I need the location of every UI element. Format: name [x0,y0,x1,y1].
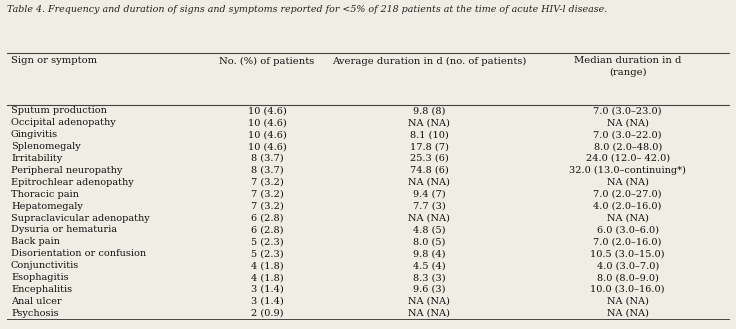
Text: 8 (3.7): 8 (3.7) [251,154,283,163]
Text: 8.1 (10): 8.1 (10) [410,130,449,139]
Text: NA (NA): NA (NA) [606,297,648,306]
Text: 10 (4.6): 10 (4.6) [247,106,286,115]
Text: 8 (3.7): 8 (3.7) [251,166,283,175]
Text: 7.0 (2.0–27.0): 7.0 (2.0–27.0) [593,190,662,199]
Text: Conjunctivitis: Conjunctivitis [11,261,79,270]
Text: Anal ulcer: Anal ulcer [11,297,62,306]
Text: 9.8 (8): 9.8 (8) [413,106,445,115]
Text: 7 (3.2): 7 (3.2) [251,178,283,187]
Text: 4.5 (4): 4.5 (4) [413,261,445,270]
Text: 8.0 (2.0–48.0): 8.0 (2.0–48.0) [593,142,662,151]
Text: 4 (1.8): 4 (1.8) [251,261,283,270]
Text: 17.8 (7): 17.8 (7) [410,142,449,151]
Text: Occipital adenopathy: Occipital adenopathy [11,118,116,127]
Text: 74.8 (6): 74.8 (6) [410,166,449,175]
Text: 9.4 (7): 9.4 (7) [413,190,445,199]
Text: NA (NA): NA (NA) [408,297,450,306]
Text: 4.8 (5): 4.8 (5) [413,225,445,235]
Text: 7.0 (3.0–22.0): 7.0 (3.0–22.0) [593,130,662,139]
Text: NA (NA): NA (NA) [408,178,450,187]
Text: 32.0 (13.0–continuing*): 32.0 (13.0–continuing*) [569,166,686,175]
Text: Sputum production: Sputum production [11,106,107,115]
Text: 10 (4.6): 10 (4.6) [247,130,286,139]
Text: Psychosis: Psychosis [11,309,59,318]
Text: 10.5 (3.0–15.0): 10.5 (3.0–15.0) [590,249,665,258]
Text: 4 (1.8): 4 (1.8) [251,273,283,282]
Text: Irritability: Irritability [11,154,63,163]
Text: 3 (1.4): 3 (1.4) [251,297,283,306]
Text: Thoracic pain: Thoracic pain [11,190,79,199]
Text: 10.0 (3.0–16.0): 10.0 (3.0–16.0) [590,285,665,294]
Text: Disorientation or confusion: Disorientation or confusion [11,249,146,258]
Text: 6 (2.8): 6 (2.8) [251,214,283,222]
Text: 6.0 (3.0–6.0): 6.0 (3.0–6.0) [597,225,659,235]
Text: NA (NA): NA (NA) [606,178,648,187]
Text: 5 (2.3): 5 (2.3) [251,237,283,246]
Text: NA (NA): NA (NA) [408,214,450,222]
Text: Esophagitis: Esophagitis [11,273,68,282]
Text: 8.0 (8.0–9.0): 8.0 (8.0–9.0) [597,273,659,282]
Text: 5 (2.3): 5 (2.3) [251,249,283,258]
Text: Gingivitis: Gingivitis [11,130,58,139]
Text: 7 (3.2): 7 (3.2) [251,190,283,199]
Text: Encephalitis: Encephalitis [11,285,72,294]
Text: 6 (2.8): 6 (2.8) [251,225,283,235]
Text: 8.0 (5): 8.0 (5) [413,237,445,246]
Text: No. (%) of patients: No. (%) of patients [219,57,315,65]
Text: 7.7 (3): 7.7 (3) [413,202,446,211]
Text: 25.3 (6): 25.3 (6) [410,154,449,163]
Text: 7.0 (2.0–16.0): 7.0 (2.0–16.0) [593,237,662,246]
Text: NA (NA): NA (NA) [408,118,450,127]
Text: 7.0 (3.0–23.0): 7.0 (3.0–23.0) [593,106,662,115]
Text: 9.6 (3): 9.6 (3) [413,285,445,294]
Text: Back pain: Back pain [11,237,60,246]
Text: Peripheral neuropathy: Peripheral neuropathy [11,166,122,175]
Text: 10 (4.6): 10 (4.6) [247,118,286,127]
Text: NA (NA): NA (NA) [606,214,648,222]
Text: Table 4. Frequency and duration of signs and symptoms reported for <5% of 218 pa: Table 4. Frequency and duration of signs… [7,5,608,14]
Text: 10 (4.6): 10 (4.6) [247,142,286,151]
Text: 4.0 (3.0–7.0): 4.0 (3.0–7.0) [597,261,659,270]
Text: 7 (3.2): 7 (3.2) [251,202,283,211]
Text: Supraclavicular adenopathy: Supraclavicular adenopathy [11,214,149,222]
Text: Median duration in d
(range): Median duration in d (range) [574,57,682,77]
Text: Sign or symptom: Sign or symptom [11,57,97,65]
Text: 9.8 (4): 9.8 (4) [413,249,445,258]
Text: 24.0 (12.0– 42.0): 24.0 (12.0– 42.0) [586,154,670,163]
Text: NA (NA): NA (NA) [606,309,648,318]
Text: Average duration in d (no. of patients): Average duration in d (no. of patients) [332,57,526,65]
Text: 3 (1.4): 3 (1.4) [251,285,283,294]
Text: 8.3 (3): 8.3 (3) [413,273,445,282]
Text: NA (NA): NA (NA) [606,118,648,127]
Text: Epitrochlear adenopathy: Epitrochlear adenopathy [11,178,134,187]
Text: Splenomegaly: Splenomegaly [11,142,81,151]
Text: NA (NA): NA (NA) [408,309,450,318]
Text: Dysuria or hematuria: Dysuria or hematuria [11,225,117,235]
Text: 4.0 (2.0–16.0): 4.0 (2.0–16.0) [593,202,662,211]
Text: Hepatomegaly: Hepatomegaly [11,202,83,211]
Text: 2 (0.9): 2 (0.9) [251,309,283,318]
